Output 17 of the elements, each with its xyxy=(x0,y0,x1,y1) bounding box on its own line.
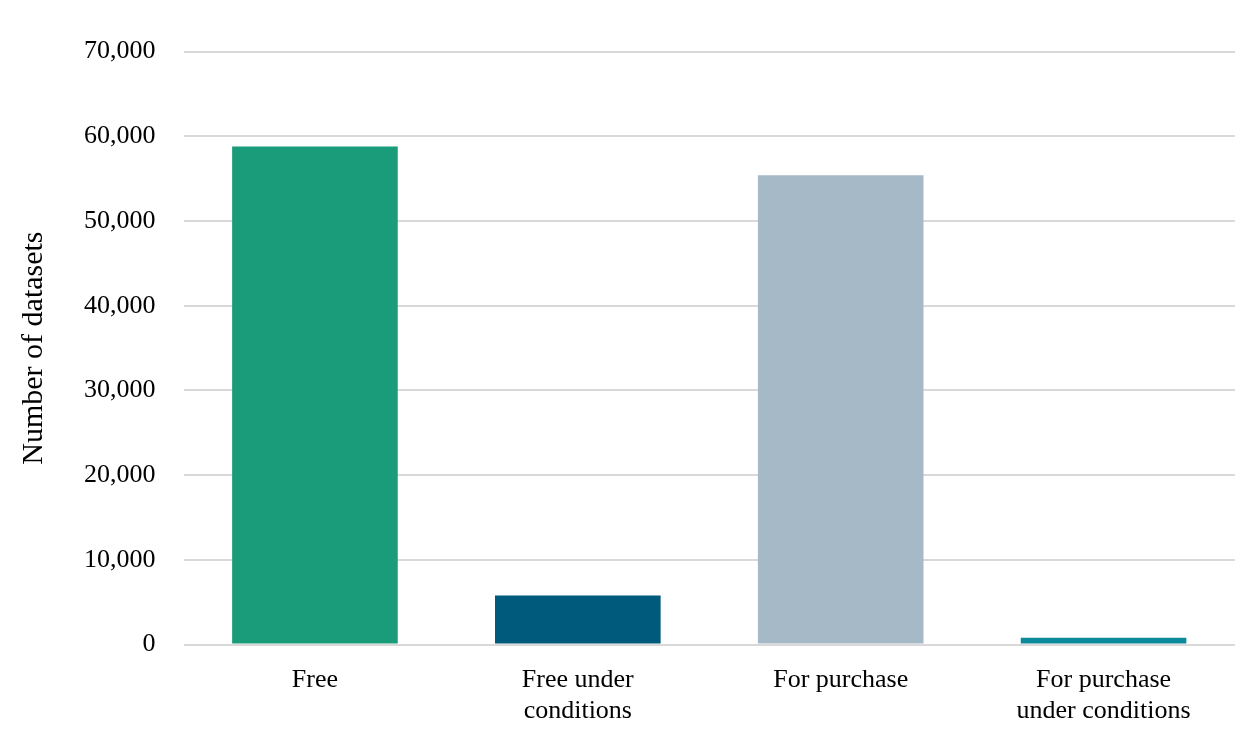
y-tick-label: 60,000 xyxy=(84,120,156,150)
y-tick-label: 10,000 xyxy=(84,543,156,573)
y-tick-label: 0 xyxy=(142,628,156,658)
y-tick-label: 30,000 xyxy=(84,374,156,404)
bar xyxy=(232,146,398,644)
x-tick-label: Free xyxy=(291,664,339,694)
x-tick-label: Free under conditions xyxy=(521,664,635,725)
y-tick-label: 20,000 xyxy=(84,459,156,488)
y-axis-title: Number of datasets xyxy=(14,231,48,465)
x-tick-label: For purchase xyxy=(773,664,909,694)
x-tick-label: For purchase under conditions xyxy=(1016,664,1191,725)
bar xyxy=(757,175,924,644)
y-tick-label: 50,000 xyxy=(84,204,156,234)
y-tick-label: 70,000 xyxy=(84,35,156,65)
bar xyxy=(1020,637,1187,644)
bar xyxy=(495,595,661,644)
y-tick-label: 40,000 xyxy=(84,289,156,319)
